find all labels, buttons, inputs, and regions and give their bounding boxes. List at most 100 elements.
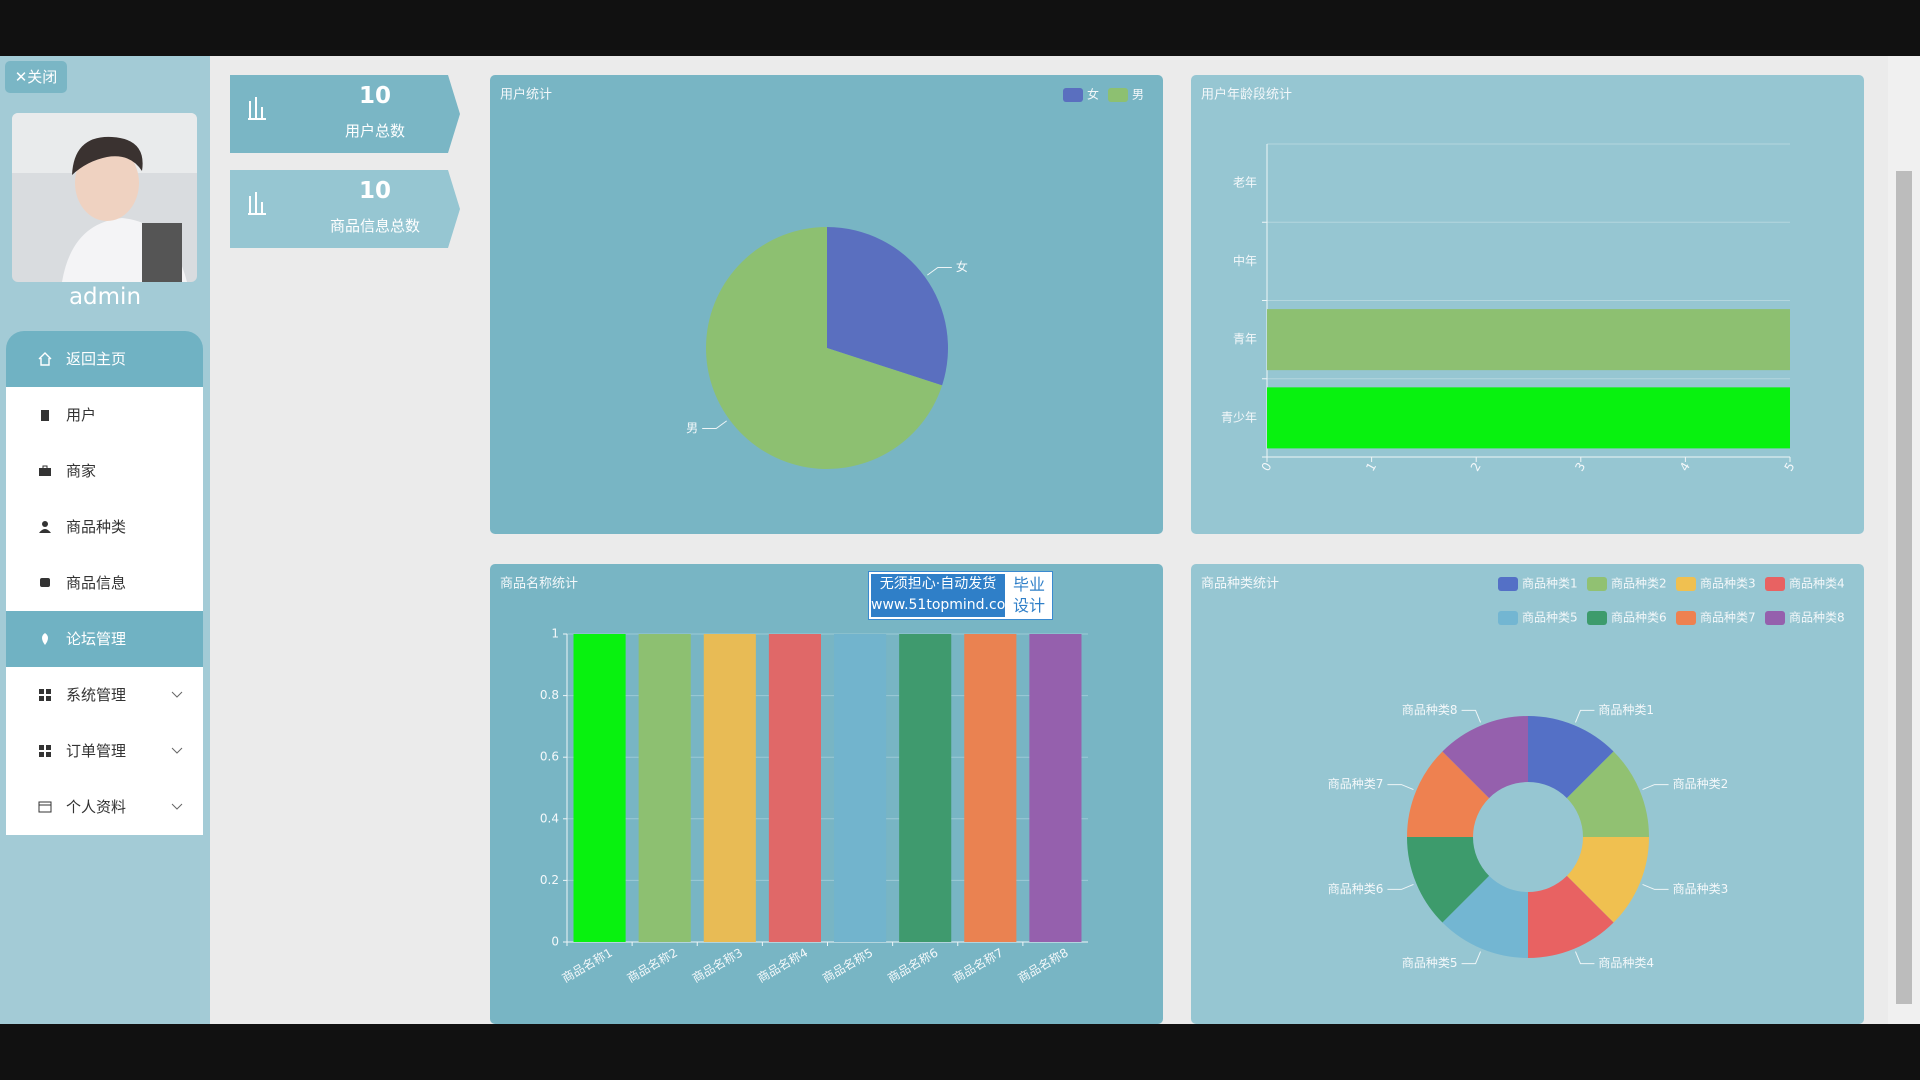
leader-line [1574,709,1595,723]
bar [573,634,626,942]
scrollbar[interactable] [1888,56,1920,1024]
bar [834,634,887,942]
icon [42,633,48,645]
scroll-thumb[interactable] [1896,171,1912,1004]
bar [1267,387,1790,449]
menu-label: 论坛管理 [66,630,127,648]
slice-label: 商品种类8 [1402,702,1458,717]
menu-label: 返回主页 [66,350,127,368]
menu-item[interactable]: 商品信息 [6,555,203,611]
slice [706,227,943,469]
stat-card: 10 商品信息总数 [230,170,460,248]
icon [39,745,51,757]
legend-label: 商品种类1 [1522,576,1578,591]
slice [1442,875,1528,958]
chart-panel: 用户统计女男女男 [490,75,1163,534]
menu-label: 订单管理 [66,742,127,760]
y-tick-label: 青年 [1233,332,1257,346]
avatar [12,113,197,282]
leader-line [1642,883,1669,890]
slice [1407,837,1490,923]
menu-label: 用户 [66,406,97,424]
menu-item[interactable]: 用户 [6,387,203,443]
leader-line [1642,784,1669,791]
slice [1566,751,1649,837]
icon [41,410,49,421]
y-tick-label: 0.4 [540,811,559,825]
legend-swatch [1765,577,1785,591]
menu-item[interactable]: 返回主页 [6,331,203,387]
menu-item[interactable]: 商品种类 [6,499,203,555]
slice-label: 商品种类3 [1673,881,1729,896]
close-button[interactable]: ✕关闭 [5,61,67,93]
menu-item[interactable]: 个人资料 [6,779,203,835]
watermark-line: 无须担心·自动发货 [879,576,997,592]
legend-swatch [1498,611,1518,625]
chart-title: 用户年龄段统计 [1201,87,1292,103]
stat-value: 10 [358,83,391,109]
icon [39,689,51,701]
menu-label: 系统管理 [66,686,127,704]
slice [1442,716,1528,799]
y-tick-label: 1 [551,627,559,641]
icon [38,801,52,813]
y-tick-label: 0 [551,935,559,949]
close-label: 关闭 [27,68,58,86]
slice-label: 商品种类1 [1598,702,1654,717]
menu-item[interactable]: 系统管理 [6,667,203,723]
bar [1267,309,1790,371]
leader-line [1574,951,1595,965]
badge-line: 毕业 [1012,575,1045,594]
y-tick-label: 0.2 [540,873,559,887]
slice-label: 商品种类2 [1673,776,1729,791]
slice [1566,837,1649,923]
stat-card: 10 用户总数 [230,75,460,153]
bar [638,634,691,942]
chart-title: 商品名称统计 [500,576,578,592]
bar [964,634,1017,942]
slice [827,227,948,386]
menu: 返回主页 用户 商家 商品种类 商品信息 论坛管理 系统管理 订单管理 个人资料 [6,331,203,835]
icon [40,578,50,587]
stat-label: 用户总数 [344,122,405,140]
badge-line: 设计 [1012,596,1045,615]
username: admin [68,284,142,310]
menu-label: 商品种类 [66,518,127,536]
y-tick-label: 0.6 [540,750,559,764]
menu-item[interactable]: 论坛管理 [6,611,203,667]
chart-title: 商品种类统计 [1201,577,1279,592]
chevron [171,747,183,754]
legend-swatch [1063,88,1083,102]
stat-value: 10 [358,178,391,204]
legend-label: 商品种类2 [1611,576,1667,591]
avatar-image [12,113,197,282]
leader-line [1387,883,1414,890]
x-tick-label: 商品名称8 [1015,945,1071,986]
legend-label: 商品种类5 [1522,610,1578,625]
bar [703,634,756,942]
x-tick-label: 商品名称2 [624,945,680,986]
menu-label: 商家 [66,462,97,480]
legend-swatch [1765,611,1785,625]
legend-swatch [1587,611,1607,625]
sidebar: ✕关闭 admin 返回主页 用户 商家 商品种类 商品信息 论坛管理 系统管理… [0,56,210,1024]
y-tick-label: 青少年 [1221,410,1257,424]
menu-item[interactable]: 商家 [6,443,203,499]
icon [39,465,51,476]
icon [38,352,52,366]
chart: 商品名称统计 0 0.2 0.4 0.6 0.8 1 商品名称1 商品名称2 商品名称3 商品名称4… [500,576,1088,986]
slice-label: 男 [686,421,698,435]
menu-item[interactable]: 订单管理 [6,723,203,779]
chevron [171,691,183,698]
x-tick-label: 商品名称6 [885,945,941,986]
legend-swatch [1587,577,1607,591]
slice [1528,716,1614,799]
watermark[interactable]: 无须担心·自动发货 www.51topmind.com 毕业 设计 [868,571,1053,620]
chart-panel: 商品种类统计 商品种类1 商品种类2 商品种类3 商品种类4 商品种类5 商品种类6 商品种类… [1191,564,1864,1024]
x-tick-label: 商品名称5 [820,945,876,986]
legend-label: 商品种类6 [1611,610,1667,625]
slice-label: 商品种类5 [1402,955,1458,970]
x-tick-label: 商品名称3 [689,945,745,986]
